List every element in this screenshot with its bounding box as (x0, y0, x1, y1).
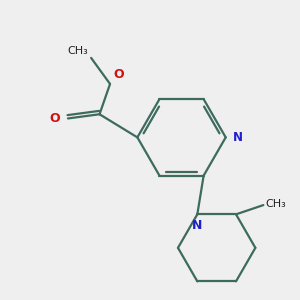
Text: N: N (233, 131, 243, 144)
Text: CH₃: CH₃ (266, 199, 286, 209)
Text: CH₃: CH₃ (67, 46, 88, 56)
Text: O: O (113, 68, 124, 81)
Text: O: O (50, 112, 60, 125)
Text: N: N (192, 219, 202, 232)
